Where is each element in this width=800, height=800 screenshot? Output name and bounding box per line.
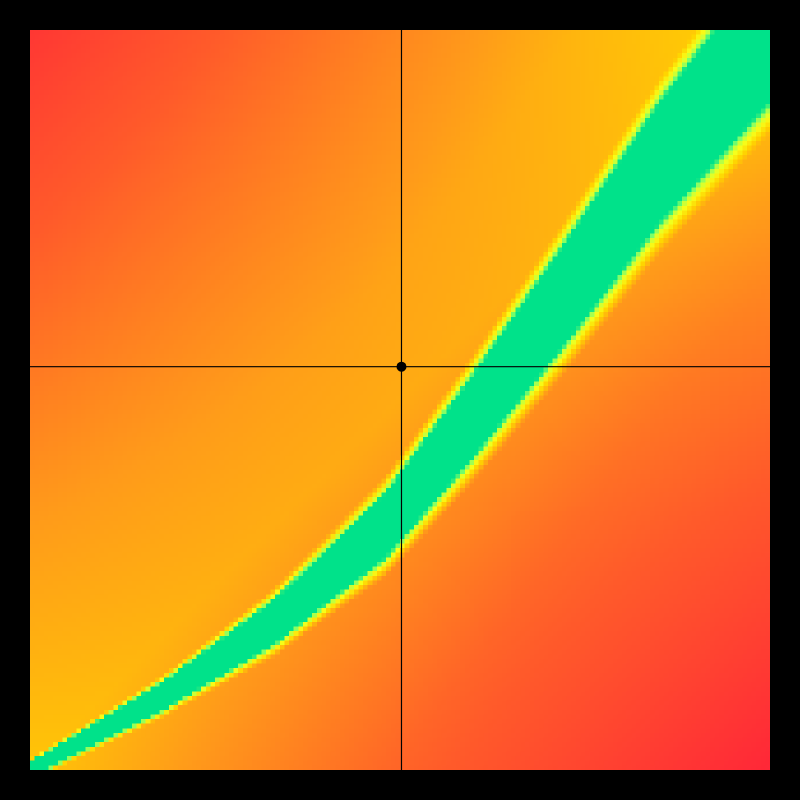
crosshair-marker	[396, 362, 406, 372]
overlay-layer	[0, 0, 800, 800]
stage: TheBottleneck.com	[0, 0, 800, 800]
watermark-text: TheBottleneck.com	[577, 6, 780, 32]
